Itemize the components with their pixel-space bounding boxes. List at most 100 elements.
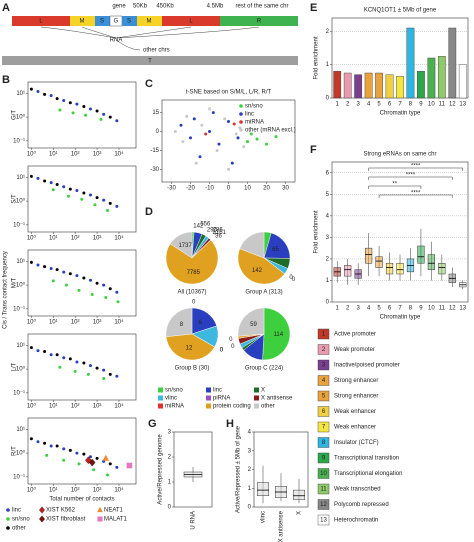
- y-tick-label: 4: [326, 213, 330, 219]
- segment-label: M: [147, 19, 152, 25]
- pie-slice: [165, 333, 215, 361]
- legend-label: sn/sno: [245, 104, 263, 110]
- legend-number: 6: [322, 409, 326, 415]
- x-tick-label: 10: [244, 186, 251, 192]
- point: [173, 130, 177, 134]
- x-tick-label: 11: [439, 306, 446, 312]
- legend-swatch: [317, 390, 330, 402]
- y-tick-label: 4: [248, 430, 252, 436]
- point: [82, 276, 86, 280]
- bar: [396, 76, 404, 99]
- y-tick-label: 5: [326, 192, 330, 198]
- chart-title: KCNQ1OT1 ± 5Mb of gene: [364, 8, 437, 14]
- legend-swatch: [239, 128, 243, 132]
- legend-swatch: [239, 112, 243, 116]
- y-tick-label: 2: [326, 29, 330, 35]
- bar: [406, 27, 415, 99]
- pie-title: All (10367): [177, 290, 206, 296]
- x-tick-label: 5: [377, 102, 381, 108]
- point: [67, 194, 71, 198]
- point: [99, 117, 103, 121]
- y-tick-label: 0: [248, 505, 252, 511]
- point: [51, 188, 55, 192]
- trans-bar: [2, 56, 298, 65]
- point: [102, 377, 106, 381]
- point: [234, 132, 238, 136]
- legend-swatch: [254, 387, 259, 393]
- legend-label: miRNA: [245, 120, 264, 126]
- segment: [220, 16, 298, 26]
- legend-number: 2: [322, 347, 326, 353]
- point: [45, 453, 49, 457]
- bar: [333, 71, 342, 99]
- x-tick-label: 30: [282, 186, 289, 192]
- y-tick-label: 10¹: [16, 91, 25, 97]
- legend-label: Strong enhancer: [334, 378, 378, 384]
- point: [232, 122, 236, 126]
- segment: [137, 16, 162, 26]
- point: [88, 107, 92, 111]
- slice-label: 0: [220, 348, 224, 354]
- legend-number: 9: [322, 456, 326, 462]
- legend-swatch: [317, 406, 330, 417]
- point: [115, 374, 119, 378]
- diagram-label: 4.5Mb: [207, 4, 224, 10]
- legend-swatch: [39, 506, 45, 514]
- panel-label: B: [2, 74, 10, 86]
- point: [95, 109, 99, 113]
- point: [208, 130, 211, 134]
- y-tick-label: 10⁻¹: [13, 222, 25, 228]
- pie-slice: [169, 231, 193, 259]
- point: [95, 366, 99, 370]
- legend-swatch: [317, 421, 330, 433]
- slice-label: 8: [180, 322, 184, 328]
- x-tick-label: 10²: [71, 320, 80, 326]
- x-tick-label: 10³: [93, 236, 102, 242]
- segment: [95, 16, 110, 26]
- slice-label: 142: [252, 268, 263, 274]
- legend-swatch: [239, 104, 243, 108]
- box: [396, 262, 404, 275]
- x-tick-label: 13: [459, 306, 466, 312]
- pie-slice: [262, 307, 291, 361]
- y-tick-label: 2: [168, 455, 172, 461]
- point: [49, 94, 53, 98]
- bar: [385, 74, 394, 99]
- legend-label: XIST K562: [46, 508, 76, 514]
- box: [417, 245, 425, 264]
- legend-label: Inactive/poised promoter: [334, 363, 400, 369]
- slice-label: 556: [200, 222, 211, 228]
- legend-swatch: [254, 395, 259, 401]
- point: [68, 272, 72, 276]
- x-tick-label: 10¹: [49, 488, 58, 494]
- plot-frame: [173, 431, 213, 508]
- legend-number: 10: [320, 471, 327, 477]
- point: [255, 137, 259, 141]
- y-tick-label: 10¹: [16, 259, 25, 265]
- legend-number: 3: [322, 363, 326, 369]
- x-tick-label: vlinc: [261, 511, 267, 523]
- legend-swatch: [317, 328, 330, 340]
- slice-label: 236: [213, 227, 224, 233]
- legend-number: 12: [320, 502, 327, 508]
- x-tick-label: 10¹: [49, 236, 58, 242]
- point: [75, 451, 79, 455]
- segment: [12, 16, 70, 26]
- x-tick-label: 4: [367, 306, 371, 312]
- slice-label: 0: [231, 344, 235, 350]
- legend-label: MALAT1: [104, 517, 128, 523]
- bracket-label: ****: [411, 191, 421, 197]
- point: [86, 372, 90, 376]
- bar: [417, 71, 425, 99]
- x-axis-label: Total number of contacts: [49, 497, 114, 503]
- legend-swatch: [317, 499, 330, 510]
- point: [115, 204, 119, 208]
- y-tick-label: 1: [326, 278, 330, 284]
- legend-number: 4: [322, 378, 326, 384]
- x-tick-label: 10⁰: [27, 235, 37, 242]
- y-tick-label: 10¹: [16, 175, 25, 181]
- y-tick-label: 0: [156, 129, 160, 135]
- point: [29, 260, 33, 264]
- x-tick-label: 13: [459, 102, 466, 108]
- y-tick-label: 0: [326, 300, 330, 306]
